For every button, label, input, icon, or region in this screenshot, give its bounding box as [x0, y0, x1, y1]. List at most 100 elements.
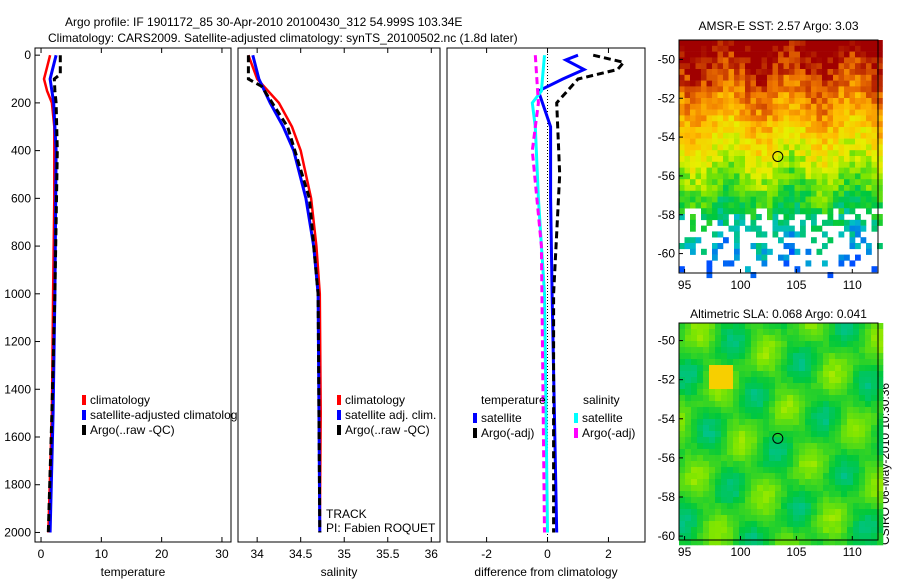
map-cell: [833, 109, 839, 116]
map-cell: [855, 127, 861, 134]
map-cell: [778, 103, 784, 110]
map-cell: [727, 371, 734, 378]
map-cell: [811, 138, 817, 145]
map-cell: [877, 527, 884, 534]
map-cell: [838, 179, 845, 186]
map-cell: [723, 121, 729, 128]
map-cell: [817, 389, 824, 396]
map-cell: [733, 521, 740, 528]
map-cell: [772, 80, 779, 87]
map-cell: [727, 449, 734, 456]
map-cell: [855, 69, 861, 76]
map-cell: [679, 503, 686, 510]
map-cell: [733, 413, 740, 420]
map-cell: [703, 533, 710, 540]
map-cell: [811, 150, 817, 157]
map-cell: [849, 150, 856, 157]
x-tick-label: 95: [678, 545, 692, 559]
map-cell: [757, 509, 764, 516]
map-cell: [745, 455, 752, 462]
map-cell: [793, 413, 800, 420]
map-cell: [712, 109, 718, 116]
map-cell: [756, 243, 762, 250]
map-cell: [794, 150, 801, 157]
map-cell: [733, 485, 740, 492]
map-cell: [697, 413, 704, 420]
map-cell: [833, 51, 839, 58]
map-cell: [800, 80, 806, 87]
map-cell: [717, 173, 724, 180]
map-cell: [751, 389, 758, 396]
map-cell: [835, 365, 842, 372]
map-cell: [877, 341, 884, 348]
map-cell: [823, 407, 830, 414]
map-cell: [691, 401, 698, 408]
map-cell: [781, 479, 788, 486]
map-cell: [690, 179, 696, 186]
map-cell: [865, 353, 872, 360]
map-cell: [811, 92, 817, 99]
map-cell: [750, 51, 757, 58]
map-cell: [793, 341, 800, 348]
map-cell: [761, 248, 768, 255]
map-cell: [745, 425, 752, 432]
map-cell: [739, 401, 746, 408]
map-cell: [860, 103, 867, 110]
map-cell: [679, 371, 686, 378]
map-cell: [859, 377, 866, 384]
map-cell: [822, 86, 828, 93]
map-cell: [833, 98, 839, 105]
map-cell: [751, 479, 758, 486]
map-cell: [860, 45, 867, 52]
map-cell: [778, 121, 784, 128]
map-cell: [697, 527, 704, 534]
map-cell: [778, 74, 784, 81]
map-cell: [757, 389, 764, 396]
map-cell: [841, 407, 848, 414]
map-cell: [859, 347, 866, 354]
y-tick-label: -56: [658, 169, 676, 183]
map-cell: [763, 425, 770, 432]
map-cell: [841, 485, 848, 492]
y-tick-label: 600: [11, 191, 31, 205]
map-cell: [761, 202, 768, 209]
map-cell: [811, 51, 817, 58]
map-cell: [853, 467, 860, 474]
map-cell: [727, 455, 734, 462]
map-cell: [763, 443, 770, 450]
map-cell: [728, 63, 735, 70]
map-cell: [871, 80, 878, 87]
map-cell: [734, 132, 740, 139]
map-cell: [866, 161, 872, 168]
map-cell: [703, 341, 710, 348]
map-cell: [783, 225, 790, 232]
map-cell: [877, 443, 884, 450]
map-cell: [772, 185, 779, 192]
map-cell: [794, 103, 801, 110]
legend-item: climatology: [90, 393, 150, 407]
map-cell: [763, 479, 770, 486]
map-cell: [822, 63, 828, 70]
map-cell: [859, 479, 866, 486]
map-cell: [844, 185, 850, 192]
map-cell: [739, 527, 746, 534]
map-cell: [877, 401, 884, 408]
map-cell: [739, 132, 746, 139]
map-cell: [772, 225, 779, 232]
map-cell: [775, 527, 782, 534]
map-cell: [787, 521, 794, 528]
map-cell: [690, 103, 696, 110]
map-cell: [823, 509, 830, 516]
map-cell: [761, 150, 768, 157]
map-cell: [877, 190, 883, 197]
map-cell: [772, 57, 779, 64]
map-cell: [816, 202, 823, 209]
map-cell: [685, 401, 692, 408]
map-title: Altimetric SLA: 0.068 Argo: 0.041: [690, 307, 867, 321]
map-cell: [733, 509, 740, 516]
map-cell: [781, 335, 788, 342]
map-cell: [778, 86, 784, 93]
map-cell: [859, 509, 866, 516]
map-cell: [794, 202, 801, 209]
map-cell: [799, 455, 806, 462]
